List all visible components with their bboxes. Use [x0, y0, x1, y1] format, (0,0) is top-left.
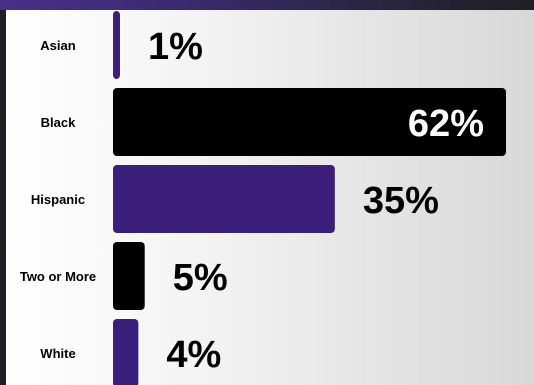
bar-asian [113, 11, 120, 79]
bar-two-or-more [113, 242, 145, 310]
category-label-two-or-more: Two or More [20, 269, 96, 284]
category-label-white: White [40, 346, 75, 361]
value-label-white: 4% [166, 334, 221, 376]
value-label-black: 62% [408, 103, 484, 145]
top-accent-bar [0, 0, 534, 10]
category-label-asian: Asian [40, 38, 75, 53]
category-label-black: Black [41, 115, 76, 130]
category-label-hispanic: Hispanic [31, 192, 85, 207]
value-label-asian: 1% [148, 26, 203, 68]
bar-white [113, 319, 139, 385]
bar-hispanic [113, 165, 335, 233]
bar-black [113, 88, 506, 156]
value-label-hispanic: 35% [363, 180, 439, 222]
value-label-two-or-more: 5% [173, 257, 228, 299]
